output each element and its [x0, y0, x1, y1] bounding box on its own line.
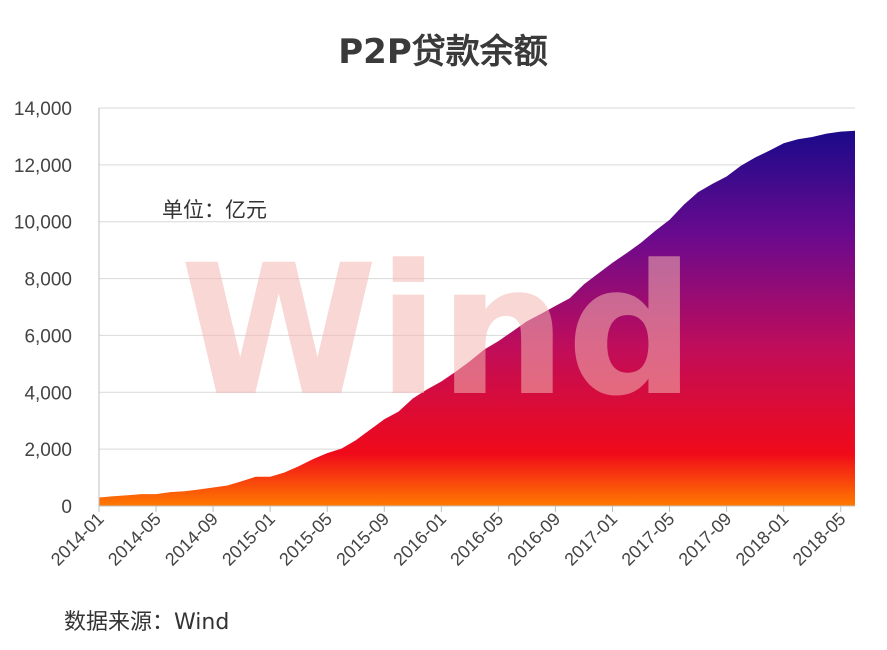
chart-title: P2P贷款余额: [338, 32, 548, 72]
x-tick-label: 2014-01: [47, 509, 108, 570]
y-tick-label: 8,000: [24, 270, 72, 291]
x-tick-label: 2017-05: [618, 509, 679, 570]
x-tick-label: 2014-05: [104, 509, 165, 570]
source-note: 数据来源：Wind: [64, 610, 229, 635]
x-tick-label: 2015-01: [218, 509, 279, 570]
x-tick-label: 2018-05: [789, 509, 850, 570]
y-tick-label: 0: [61, 497, 72, 518]
y-axis-ticks: 0 2,000 4,000 6,000 8,000 10,000 12,000 14,000: [14, 99, 72, 518]
y-tick-label: 14,000: [14, 99, 72, 120]
x-tick-label: 2016-01: [389, 509, 450, 570]
unit-note: 单位：亿元: [162, 198, 267, 222]
y-tick-label: 4,000: [24, 383, 72, 404]
watermark: Wind: [180, 227, 695, 436]
x-tick-label: 2014-09: [161, 509, 222, 570]
x-tick-label: 2015-05: [275, 509, 336, 570]
y-tick-label: 10,000: [14, 213, 72, 234]
x-tick-label: 2015-09: [332, 509, 393, 570]
y-tick-label: 6,000: [24, 326, 72, 347]
gridlines: [99, 107, 855, 450]
x-axis-ticks: 2014-012014-052014-092015-012015-052015-…: [47, 506, 850, 570]
x-tick-label: 2017-01: [560, 509, 621, 570]
x-tick-label: 2018-01: [732, 509, 793, 570]
y-tick-label: 12,000: [14, 156, 72, 177]
x-tick-label: 2016-09: [503, 509, 564, 570]
x-tick-label: 2016-05: [446, 509, 507, 570]
loan-balance-area: [99, 130, 855, 506]
x-tick-label: 2017-09: [675, 509, 736, 570]
y-tick-label: 2,000: [24, 440, 72, 461]
